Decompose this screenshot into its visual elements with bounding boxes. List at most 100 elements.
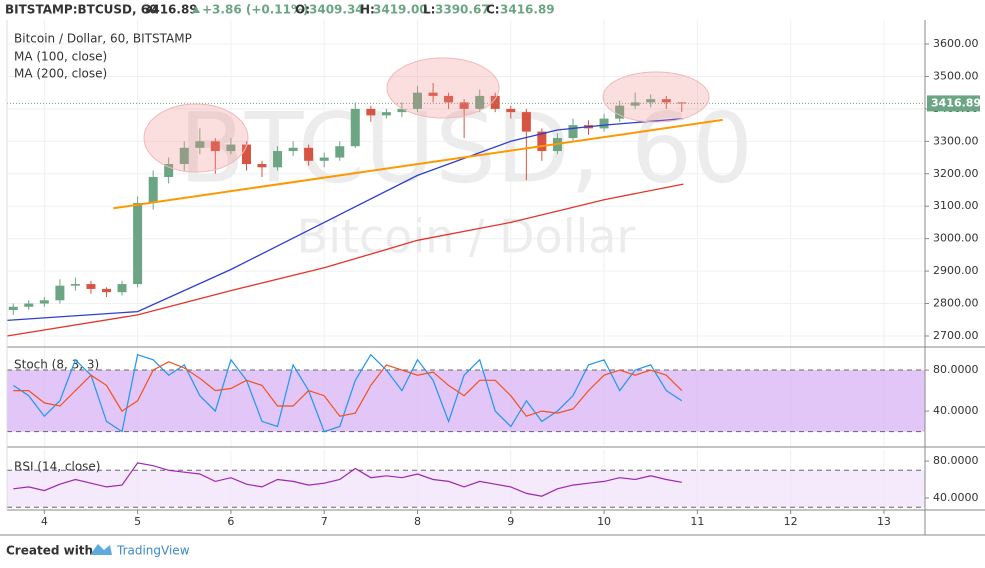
y-tick-label: 40.0000	[933, 491, 979, 504]
candle-body	[241, 144, 251, 165]
ma-line	[6, 183, 684, 337]
candle-body	[350, 108, 360, 147]
x-tick-label: 7	[321, 515, 328, 528]
y-tick-label: 2700.00	[933, 329, 979, 342]
y-tick-label: 40.0000	[933, 404, 979, 417]
y-tick-label: 2800.00	[933, 297, 979, 310]
y-tick-label: 2900.00	[933, 264, 979, 277]
candle-body	[381, 112, 391, 116]
x-tick-label: 9	[507, 515, 514, 528]
low: 3390.67	[435, 3, 490, 17]
close-label: C:	[486, 3, 500, 17]
y-tick-label: 80.0000	[933, 454, 979, 467]
indicator-line	[13, 361, 683, 417]
change: +3.86 (+0.11%)	[202, 3, 309, 17]
indicator-line	[13, 462, 682, 497]
high-label: H:	[360, 3, 375, 17]
candle-body	[521, 112, 531, 132]
watermark-sub: Bitcoin / Dollar	[297, 210, 636, 264]
candle-body	[335, 146, 345, 158]
candle-body	[117, 284, 127, 293]
highlight	[602, 71, 710, 123]
x-tick-label: 13	[877, 515, 891, 528]
open-label: O:	[295, 3, 310, 17]
x-tick-label: 11	[690, 515, 704, 528]
candle-body	[24, 303, 34, 307]
legend-entry: MA (200, close)	[14, 67, 107, 81]
y-tick-label: 80.0000	[933, 363, 979, 376]
y-tick-label: 3000.00	[933, 232, 979, 245]
candle-body	[630, 102, 640, 106]
candle-body	[444, 95, 454, 103]
candle-body	[319, 157, 329, 161]
candle-body	[133, 202, 143, 285]
x-tick-label: 5	[134, 515, 141, 528]
candle-body	[397, 108, 407, 113]
y-tick-label: 3200.00	[933, 167, 979, 180]
close: 3416.89	[500, 3, 555, 17]
band	[7, 370, 925, 432]
plots: 2700.00 2800.00 2900.00 3000.00 3100.00 3200.…	[0, 20, 985, 536]
up-arrow	[192, 6, 200, 13]
high: 3419.00	[373, 3, 428, 17]
candle-body	[459, 102, 469, 109]
candle-body	[226, 144, 236, 152]
candle-body	[661, 99, 671, 103]
footer-brand[interactable]: TradingView	[116, 544, 190, 558]
candle-body	[490, 95, 500, 109]
band	[7, 470, 925, 508]
highlight	[386, 57, 500, 119]
footer-created: Created with	[6, 544, 93, 558]
x-tick-label: 12	[784, 515, 798, 528]
candle-body	[475, 95, 485, 109]
symbol: BITSTAMP:BTCUSD, 60	[5, 3, 157, 17]
pane-title: RSI (14, close)	[14, 460, 100, 474]
open: 3409.34	[309, 3, 364, 17]
candle-body	[210, 141, 220, 152]
x-tick-label: 6	[227, 515, 234, 528]
candle-body	[677, 102, 687, 104]
low-label: L:	[423, 3, 435, 17]
last-price-tag	[927, 95, 980, 112]
pane-title: Bitcoin / Dollar, 60, BITSTAMP	[14, 32, 192, 46]
candle-body	[288, 147, 298, 152]
ma-line	[6, 117, 684, 322]
candle-body	[304, 147, 314, 161]
y-tick-label: 3100.00	[933, 199, 979, 212]
candle-body	[506, 108, 516, 113]
candle-body	[599, 118, 609, 129]
candle-body	[646, 99, 656, 103]
indicator-line	[12, 353, 683, 433]
pane	[7, 20, 925, 347]
x-tick-label: 4	[41, 515, 48, 528]
y-tick-label: 3500.00	[933, 69, 979, 82]
candle-body	[86, 284, 96, 289]
y-tick-label: 3300.00	[933, 134, 979, 147]
y-tick-label: 3600.00	[933, 37, 979, 50]
x-tick-label: 10	[597, 515, 611, 528]
logo	[90, 544, 112, 555]
pane-title: Stoch (8, 3, 3)	[14, 358, 99, 372]
candle-body	[39, 300, 49, 304]
candle-body	[70, 284, 80, 286]
candle-body	[366, 108, 376, 116]
candle-body	[412, 92, 422, 109]
last-price-label: 3416.89	[931, 96, 981, 109]
price: 3416.89	[143, 3, 198, 17]
candle-body	[257, 164, 267, 168]
candle-body	[8, 306, 18, 311]
candle-body	[55, 285, 65, 301]
trendline	[113, 118, 723, 210]
legend-entry: MA (100, close)	[14, 50, 107, 64]
x-tick-label: 8	[414, 515, 421, 528]
candle-body	[568, 125, 578, 139]
candle-body	[102, 288, 112, 293]
candle-body	[148, 177, 158, 203]
candle-body	[537, 131, 547, 152]
candle-body	[164, 164, 174, 178]
candle-body	[179, 147, 189, 165]
candle-body	[428, 92, 438, 96]
candle-body	[615, 105, 625, 119]
highlight	[143, 103, 249, 173]
